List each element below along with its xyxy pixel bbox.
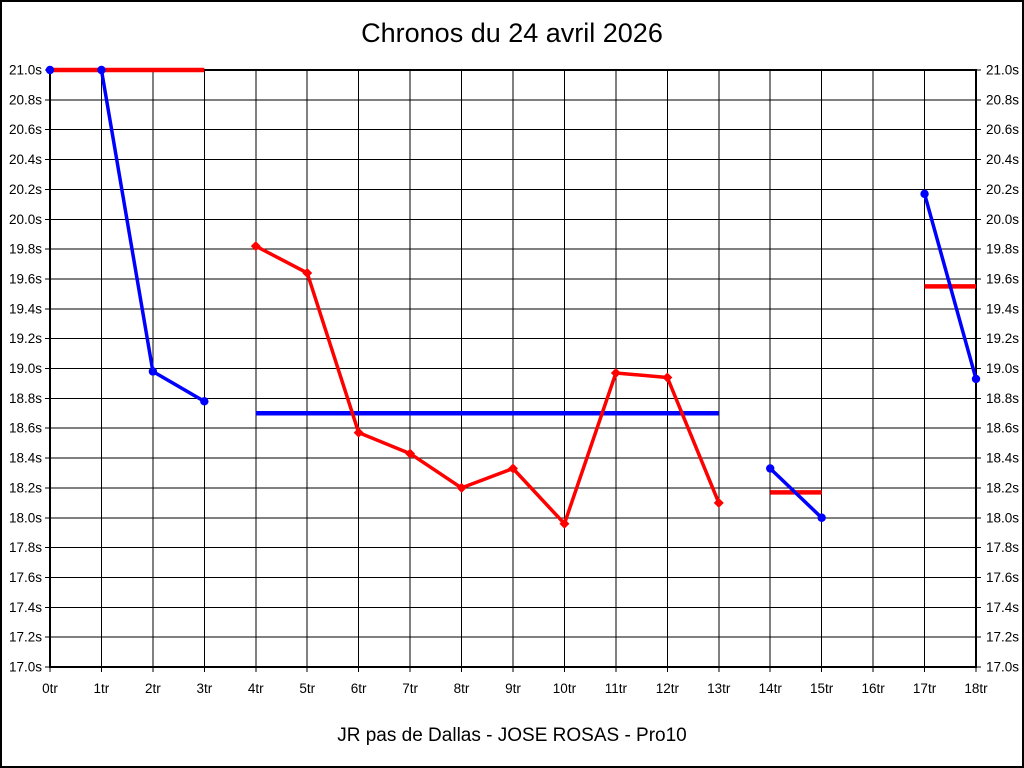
y-tick-label-right: 19.2s bbox=[986, 331, 1019, 346]
y-tick-label-left: 17.2s bbox=[9, 630, 42, 645]
data-point-marker bbox=[610, 367, 621, 378]
x-tick-label: 16tr bbox=[861, 681, 885, 696]
y-tick-label-left: 17.8s bbox=[9, 540, 42, 555]
data-point-marker bbox=[559, 518, 570, 529]
data-point-marker bbox=[920, 189, 929, 199]
series-markers-blue-run-1 bbox=[45, 65, 209, 406]
y-tick-label-right: 17.0s bbox=[986, 660, 1019, 675]
y-tick-label-right: 18.2s bbox=[986, 480, 1019, 495]
x-tick-label: 18tr bbox=[964, 681, 988, 696]
y-tick-label-right: 19.6s bbox=[986, 271, 1019, 286]
series-markers-blue-run-3 bbox=[920, 189, 981, 384]
x-tick-label: 11tr bbox=[605, 681, 628, 696]
data-point-marker bbox=[97, 65, 106, 75]
y-tick-label-left: 17.6s bbox=[9, 570, 42, 585]
data-point-marker bbox=[456, 482, 467, 493]
y-tick-label-left: 20.4s bbox=[9, 152, 42, 167]
y-tick-label-right: 19.8s bbox=[986, 242, 1019, 257]
series-line-blue-run-2 bbox=[768, 466, 824, 520]
y-tick-label-left: 20.6s bbox=[9, 122, 42, 137]
y-tick-label-left: 17.0s bbox=[9, 660, 42, 675]
y-tick-label-left: 18.8s bbox=[9, 391, 42, 406]
y-tick-label-right: 18.4s bbox=[986, 451, 1019, 466]
x-tick-label: 4tr bbox=[248, 681, 264, 696]
data-point-marker bbox=[971, 374, 981, 384]
y-tick-label-left: 21.0s bbox=[9, 63, 42, 78]
data-point-marker bbox=[200, 397, 209, 406]
chart-caption: JR pas de Dallas - JOSE ROSAS - Pro10 bbox=[337, 725, 687, 746]
data-point-marker bbox=[508, 463, 518, 474]
y-tick-label-left: 18.6s bbox=[9, 421, 42, 436]
y-tick-label-right: 20.0s bbox=[986, 212, 1019, 227]
y-tick-label-right: 18.6s bbox=[986, 421, 1019, 436]
y-tick-label-left: 19.4s bbox=[9, 301, 42, 316]
x-tick-label: 0tr bbox=[42, 681, 58, 696]
y-tick-label-right: 17.8s bbox=[986, 540, 1019, 555]
y-tick-label-left: 20.0s bbox=[9, 212, 42, 227]
x-tick-label: 5tr bbox=[299, 681, 315, 696]
y-tick-label-left: 19.2s bbox=[9, 331, 42, 346]
y-tick-label-left: 19.0s bbox=[9, 361, 42, 376]
y-tick-label-right: 20.2s bbox=[986, 182, 1019, 197]
grid bbox=[45, 69, 981, 672]
y-tick-label-right: 18.8s bbox=[986, 391, 1019, 406]
series-markers-red-run bbox=[250, 241, 724, 529]
data-point-marker bbox=[250, 241, 261, 252]
y-tick-label-right: 17.4s bbox=[986, 600, 1019, 615]
x-tick-label: 7tr bbox=[402, 681, 418, 696]
x-tick-label: 15tr bbox=[810, 681, 834, 696]
y-tick-label-left: 19.6s bbox=[9, 271, 42, 286]
y-tick-label-left: 18.4s bbox=[9, 451, 42, 466]
y-tick-label-right: 21.0s bbox=[986, 63, 1019, 78]
x-tick-label: 8tr bbox=[454, 681, 470, 696]
x-tick-label: 6tr bbox=[351, 681, 367, 696]
series-line-blue-run-3 bbox=[922, 192, 978, 381]
y-tick-label-right: 20.4s bbox=[986, 152, 1019, 167]
data-point-marker bbox=[45, 65, 55, 75]
x-tick-label: 3tr bbox=[196, 681, 212, 696]
x-tick-label: 13tr bbox=[707, 681, 731, 696]
y-tick-label-right: 17.6s bbox=[986, 570, 1019, 585]
series-line-blue-run-1 bbox=[48, 68, 207, 404]
data-point-marker bbox=[148, 367, 158, 376]
data-point-marker bbox=[662, 372, 673, 383]
series-markers-blue-run-2 bbox=[766, 464, 826, 522]
y-tick-label-right: 18.0s bbox=[986, 510, 1019, 525]
x-tick-label: 10tr bbox=[553, 681, 577, 696]
chart-title: Chronos du 24 avril 2026 bbox=[361, 18, 663, 48]
x-tick-label: 14tr bbox=[759, 681, 783, 696]
y-tick-label-left: 17.4s bbox=[9, 600, 42, 615]
x-tick-label: 2tr bbox=[145, 681, 161, 696]
y-tick-label-left: 18.2s bbox=[9, 480, 42, 495]
y-tick-label-right: 19.4s bbox=[986, 301, 1019, 316]
plot-frame bbox=[49, 69, 977, 668]
data-point-marker bbox=[766, 464, 775, 473]
y-tick-label-right: 20.8s bbox=[986, 92, 1019, 107]
y-tick-label-left: 18.0s bbox=[9, 510, 42, 525]
axis-labels: 21.0s 21.0s 20.8s 20.8s 20.6s 20.6s 20.4s 20.4s… bbox=[9, 63, 1019, 697]
x-tick-label: 1tr bbox=[94, 681, 110, 696]
y-tick-label-left: 19.8s bbox=[9, 242, 42, 257]
x-tick-label: 17tr bbox=[913, 681, 937, 696]
y-tick-label-right: 19.0s bbox=[986, 361, 1019, 376]
y-tick-label-right: 17.2s bbox=[986, 630, 1019, 645]
data-point-marker bbox=[817, 513, 826, 522]
y-tick-label-left: 20.8s bbox=[9, 92, 42, 107]
y-tick-label-left: 20.2s bbox=[9, 182, 42, 197]
data-point-marker bbox=[713, 497, 724, 508]
x-tick-label: 12tr bbox=[656, 681, 680, 696]
y-tick-label-right: 20.6s bbox=[986, 122, 1019, 137]
data-point-marker bbox=[353, 427, 364, 438]
data-point-marker bbox=[302, 267, 313, 278]
data-point-marker bbox=[405, 448, 416, 459]
series-line-red-run bbox=[254, 244, 721, 526]
x-tick-label: 9tr bbox=[505, 681, 521, 696]
